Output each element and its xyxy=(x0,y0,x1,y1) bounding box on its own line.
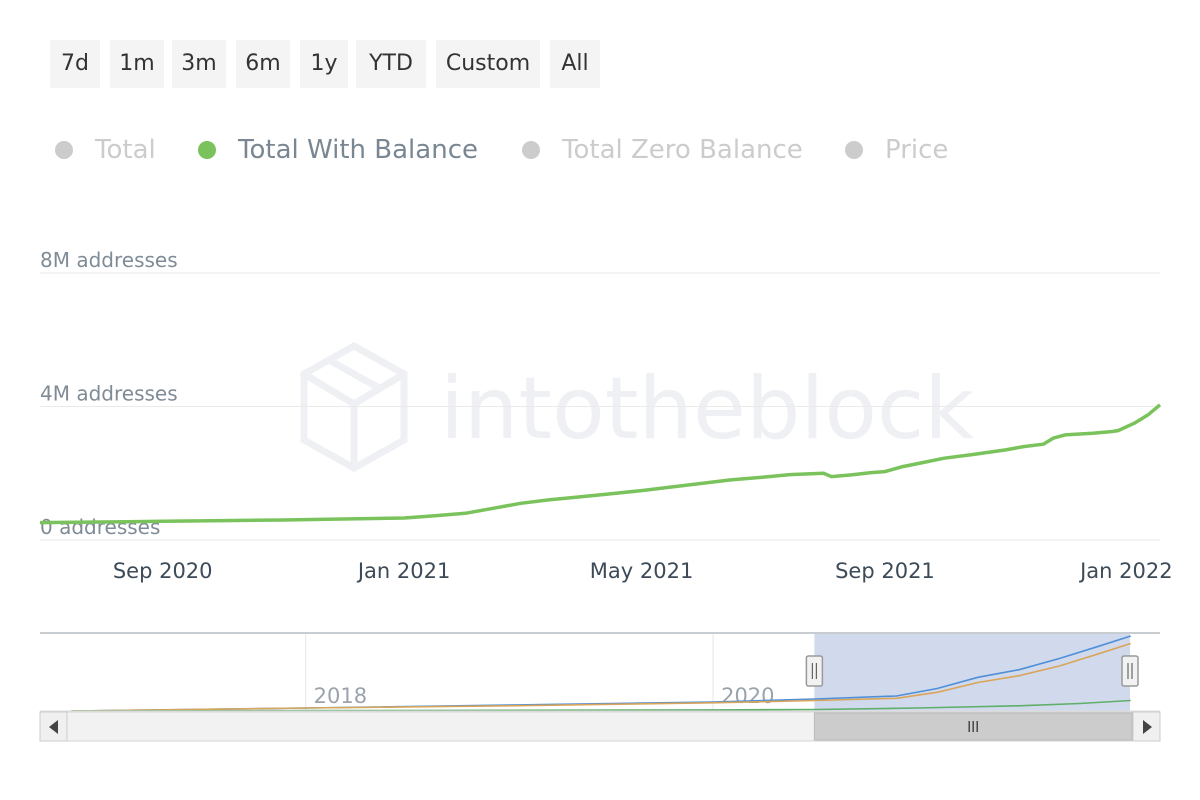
navigator-tick-label: 2020 xyxy=(721,684,774,708)
range-button-6m[interactable]: 6m xyxy=(236,40,290,88)
gridlines xyxy=(40,272,1160,541)
navigator-selection[interactable] xyxy=(814,634,1130,712)
range-button-custom[interactable]: Custom xyxy=(436,40,540,88)
range-button-7d[interactable]: 7d xyxy=(50,40,100,88)
y-tick-label: 4M addresses xyxy=(40,382,178,406)
y-axis-labels: 0 addresses 4M addresses 8M addresses xyxy=(40,248,178,539)
range-button-3m[interactable]: 3m xyxy=(172,40,226,88)
navigator-labels: 2018 2020 xyxy=(314,684,775,708)
series-group xyxy=(39,403,1162,525)
navigator-handle-right[interactable] xyxy=(1121,655,1139,687)
y-tick-label: 8M addresses xyxy=(40,248,178,272)
legend-label: Total With Balance xyxy=(238,135,478,165)
range-button-1m[interactable]: 1m xyxy=(110,40,164,88)
watermark: intotheblock xyxy=(300,341,974,473)
legend-dot-icon xyxy=(198,141,216,159)
watermark-text: intotheblock xyxy=(440,359,974,459)
navigator-handle-left[interactable] xyxy=(805,655,824,687)
scrollbar[interactable] xyxy=(39,711,1161,742)
navigator-tick-label: 2018 xyxy=(314,684,367,708)
grip-icon xyxy=(968,721,978,732)
range-button-1y[interactable]: 1y xyxy=(300,40,348,88)
y-tick-label: 0 addresses xyxy=(40,515,160,539)
legend-label: Total xyxy=(95,135,156,165)
range-button-ytd[interactable]: YTD xyxy=(356,40,426,88)
arrow-left-icon xyxy=(49,720,58,734)
x-tick-label: Jan 2021 xyxy=(356,559,451,583)
legend-dot-icon xyxy=(845,141,863,159)
x-tick-label: Sep 2020 xyxy=(113,559,213,583)
navigator: 2018 2020 xyxy=(40,632,1160,712)
series-line-total-with-balance xyxy=(39,403,1162,525)
navigator-gridlines xyxy=(305,634,714,711)
legend-label: Price xyxy=(885,135,949,165)
x-tick-label: Jan 2022 xyxy=(1078,559,1173,583)
range-button-all[interactable]: All xyxy=(550,40,600,88)
legend-dot-icon xyxy=(522,141,540,159)
x-tick-label: Sep 2021 xyxy=(835,559,935,583)
legend-dot-icon xyxy=(55,141,73,159)
navigator-line-zero-balance xyxy=(71,642,1131,712)
watermark-logo-icon xyxy=(300,341,408,473)
arrow-right-icon xyxy=(1143,720,1152,734)
x-tick-label: May 2021 xyxy=(590,559,694,583)
x-axis-labels: Sep 2020 Jan 2021 May 2021 Sep 2021 Jan 2022 xyxy=(113,559,1173,583)
legend-label: Total Zero Balance xyxy=(562,135,803,165)
